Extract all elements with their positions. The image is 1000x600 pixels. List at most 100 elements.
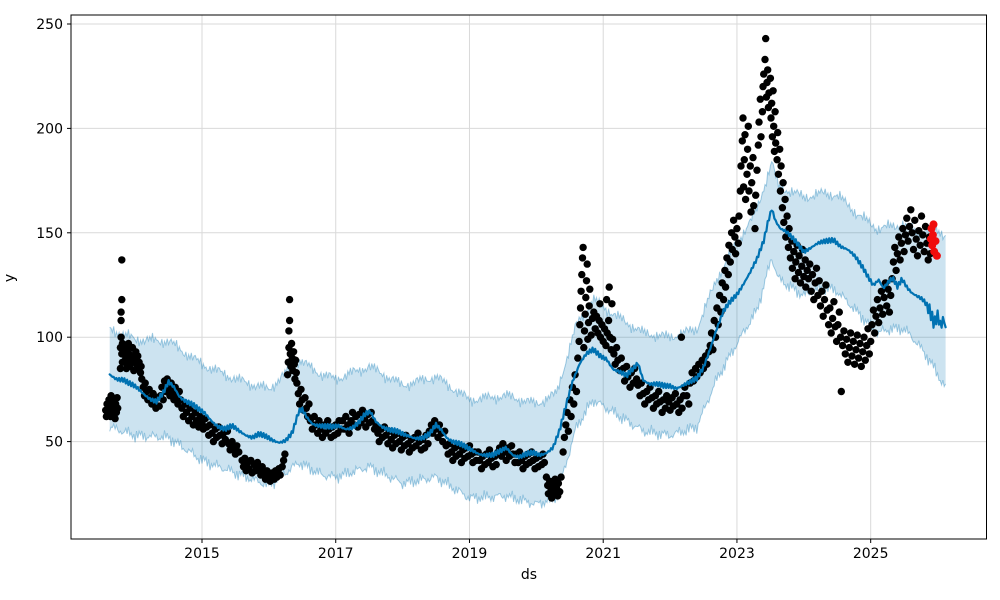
observed-point [909, 245, 918, 254]
anomaly-point [932, 251, 941, 260]
observed-point [768, 99, 776, 108]
observed-point [808, 270, 817, 279]
observed-point [818, 287, 826, 295]
observed-point [900, 247, 908, 256]
observed-point [289, 348, 298, 356]
observed-point [111, 414, 119, 423]
y-tick-label: 150 [36, 226, 63, 242]
observed-point [834, 321, 842, 329]
observed-point [840, 327, 848, 335]
observed-point [719, 295, 728, 304]
observed-point [585, 302, 593, 310]
observed-point [903, 214, 911, 222]
observed-point [114, 404, 122, 412]
observed-point [678, 404, 686, 412]
observed-point [293, 379, 301, 387]
observed-point [578, 254, 587, 262]
observed-point [278, 463, 286, 471]
observed-point [554, 479, 563, 488]
plot-border [70, 14, 987, 540]
observed-point [812, 264, 821, 272]
observed-point [846, 329, 855, 337]
observed-point [756, 95, 764, 103]
observed-point [577, 287, 585, 295]
observed-point [785, 224, 793, 233]
observed-point [556, 488, 564, 496]
observed-point [750, 202, 758, 210]
observed-point [279, 456, 288, 465]
observed-point [893, 250, 902, 258]
observed-point [837, 387, 845, 396]
observed-point [159, 396, 167, 404]
observed-point [850, 360, 859, 368]
observed-point [828, 314, 837, 323]
observed-point [912, 235, 920, 243]
observed-point [583, 260, 591, 268]
observed-point [739, 183, 748, 191]
observed-point [897, 239, 906, 247]
observed-point [824, 321, 833, 329]
observed-point [744, 122, 752, 130]
observed-point [557, 473, 565, 481]
observed-point [757, 133, 765, 141]
observed-point [896, 256, 904, 264]
observed-point [782, 233, 790, 241]
observed-point [738, 137, 746, 145]
observed-point [867, 337, 875, 346]
observed-point [783, 212, 791, 220]
y-tick-label: 250 [36, 17, 63, 33]
observed-point [562, 421, 570, 429]
observed-point [899, 224, 907, 233]
observed-point [287, 339, 296, 348]
observed-point [860, 333, 868, 341]
observed-point [758, 108, 767, 116]
observed-point [499, 440, 507, 448]
observed-point [845, 343, 853, 352]
x-tick-label: 2023 [719, 546, 755, 562]
observed-point [671, 389, 680, 398]
observed-point [575, 337, 583, 346]
observed-point [572, 387, 581, 396]
observed-point [871, 329, 879, 337]
observed-point [754, 141, 762, 149]
observed-point [685, 400, 693, 408]
band-upper-edge [109, 160, 946, 408]
observed-point [853, 331, 861, 339]
observed-point [117, 333, 125, 341]
observed-point [772, 139, 780, 147]
observed-point [764, 66, 772, 74]
observed-point [776, 187, 785, 195]
observed-point [580, 327, 589, 335]
observed-point [891, 243, 899, 252]
observed-point [118, 295, 126, 304]
observed-point [233, 442, 241, 450]
observed-point [857, 362, 865, 371]
observed-point [602, 295, 611, 304]
observed-point [830, 298, 838, 306]
observed-point [117, 316, 125, 325]
observed-point [796, 279, 805, 287]
observed-point [803, 266, 811, 275]
observed-point [567, 412, 575, 421]
observed-point [920, 247, 928, 256]
x-tick-label: 2019 [452, 546, 488, 562]
observed-point [582, 293, 590, 302]
y-tick-label: 100 [36, 330, 63, 346]
observed-point [781, 195, 789, 204]
observed-point [581, 310, 589, 318]
observed-point [777, 162, 785, 170]
observed-point [780, 218, 788, 227]
observed-point [342, 412, 350, 421]
observed-point [507, 442, 516, 450]
observed-point [768, 133, 777, 141]
observed-point [485, 446, 494, 454]
observed-point [724, 270, 732, 279]
observed-point [794, 268, 803, 277]
anomaly-point [929, 220, 938, 229]
observed-point [913, 252, 922, 260]
observed-point [842, 335, 851, 343]
observed-point [560, 433, 569, 442]
observed-point [605, 283, 613, 291]
observed-point [747, 208, 755, 216]
